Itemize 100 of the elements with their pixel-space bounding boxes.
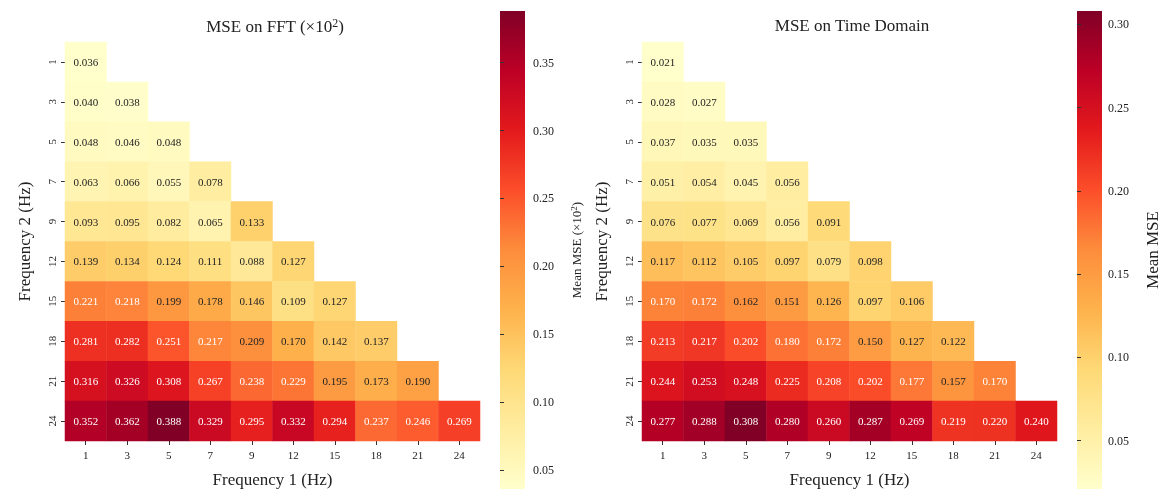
- data-label: 0.199: [156, 295, 182, 308]
- data-label: 0.048: [156, 135, 182, 148]
- data-label: 0.246: [405, 415, 431, 428]
- data-label: 0.127: [322, 295, 348, 308]
- x-tick-label: 5: [743, 448, 749, 461]
- data-label: 0.253: [691, 375, 718, 388]
- data-label: 0.229: [280, 375, 307, 388]
- data-label: 0.076: [650, 215, 676, 228]
- data-label: 0.139: [73, 255, 99, 268]
- data-label: 0.173: [363, 375, 390, 388]
- color-bar-title: Mean MSE: [1143, 211, 1162, 289]
- data-label: 0.063: [73, 175, 99, 188]
- color-bar-label: 0.30: [1108, 17, 1129, 32]
- data-label: 0.055: [156, 175, 182, 188]
- data-label: 0.150: [857, 335, 884, 348]
- x-axis-title: Frequency 1 (Hz): [789, 470, 910, 489]
- data-label: 0.237: [363, 415, 390, 428]
- color-bar-title: Mean MSE (×102): [568, 201, 584, 299]
- data-label: 0.218: [114, 295, 141, 308]
- y-tick-label: 1: [622, 59, 635, 65]
- x-tick-label: 12: [287, 448, 299, 461]
- data-label: 0.091: [816, 215, 842, 228]
- data-label: 0.079: [816, 255, 842, 268]
- data-label: 0.088: [239, 255, 265, 268]
- data-label: 0.095: [114, 215, 141, 228]
- data-label: 0.126: [816, 295, 842, 308]
- x-tick-label: 3: [701, 448, 708, 461]
- y-tick-label: 7: [622, 178, 635, 185]
- data-label: 0.069: [733, 215, 759, 228]
- data-label: 0.170: [280, 335, 307, 348]
- data-label: 0.362: [114, 415, 140, 428]
- y-tick-label: 21: [622, 375, 635, 387]
- x-tick-label: 18: [370, 448, 383, 461]
- data-label: 0.098: [857, 255, 884, 268]
- x-tick-label: 9: [249, 448, 255, 461]
- data-label: 0.093: [73, 215, 99, 228]
- color-bar-label: 0.10: [533, 395, 554, 410]
- data-label: 0.112: [692, 255, 717, 268]
- x-tick-label: 24: [453, 448, 466, 461]
- data-label: 0.142: [322, 335, 348, 348]
- color-bar-label: 0.10: [1108, 350, 1129, 365]
- y-tick-label: 3: [45, 98, 58, 105]
- data-label: 0.221: [73, 295, 99, 308]
- x-tick-label: 1: [660, 448, 666, 461]
- data-label: 0.195: [322, 375, 348, 388]
- x-axis-title: Frequency 1 (Hz): [212, 470, 333, 489]
- data-label: 0.106: [899, 295, 925, 308]
- x-tick-label: 7: [207, 448, 214, 461]
- color-bar-label: 0.35: [533, 55, 554, 70]
- data-label: 0.037: [650, 135, 676, 148]
- data-label: 0.217: [691, 335, 718, 348]
- data-label: 0.078: [197, 175, 224, 188]
- data-label: 0.133: [239, 215, 265, 228]
- data-label: 0.038: [114, 95, 141, 108]
- y-tick-label: 24: [622, 415, 635, 427]
- data-label: 0.056: [774, 175, 801, 188]
- data-label: 0.277: [650, 415, 676, 428]
- data-label: 0.021: [650, 55, 676, 68]
- data-label: 0.202: [733, 335, 759, 348]
- x-tick-label: 21: [412, 448, 424, 461]
- y-tick-label: 15: [45, 295, 58, 307]
- y-tick-label: 9: [45, 218, 58, 225]
- data-label: 0.105: [733, 255, 759, 268]
- data-label: 0.332: [280, 415, 306, 428]
- color-bar-label: 0.25: [1108, 100, 1129, 115]
- data-label: 0.170: [650, 295, 676, 308]
- data-label: 0.172: [816, 335, 842, 348]
- data-label: 0.308: [156, 375, 182, 388]
- data-label: 0.238: [239, 375, 265, 388]
- color-bar-label: 0.30: [533, 123, 554, 138]
- data-label: 0.151: [774, 295, 800, 308]
- data-label: 0.045: [733, 175, 759, 188]
- color-bar-label: 0.15: [533, 327, 554, 342]
- data-label: 0.077: [691, 215, 718, 228]
- data-label: 0.036: [73, 55, 99, 68]
- data-label: 0.190: [405, 375, 431, 388]
- data-label: 0.217: [197, 335, 224, 348]
- x-tick-label: 21: [989, 448, 1001, 461]
- x-tick-label: 3: [124, 448, 131, 461]
- data-label: 0.294: [322, 415, 348, 428]
- data-label: 0.137: [363, 335, 390, 348]
- data-label: 0.117: [650, 255, 676, 268]
- data-label: 0.048: [73, 135, 99, 148]
- data-label: 0.209: [239, 335, 265, 348]
- data-label: 0.127: [280, 255, 307, 268]
- data-label: 0.202: [857, 375, 883, 388]
- data-label: 0.035: [691, 135, 718, 148]
- data-label: 0.326: [114, 375, 141, 388]
- data-label: 0.269: [899, 415, 925, 428]
- data-label: 0.027: [691, 95, 718, 108]
- y-tick-label: 3: [622, 98, 635, 105]
- data-label: 0.178: [197, 295, 224, 308]
- x-tick-label: 5: [166, 448, 172, 461]
- color-bar-label: 0.15: [1108, 267, 1129, 282]
- data-label: 0.248: [733, 375, 759, 388]
- data-label: 0.124: [156, 255, 182, 268]
- y-tick-label: 5: [622, 138, 635, 145]
- y-tick-label: 21: [45, 375, 58, 387]
- data-label: 0.040: [73, 95, 99, 108]
- data-label: 0.028: [650, 95, 676, 108]
